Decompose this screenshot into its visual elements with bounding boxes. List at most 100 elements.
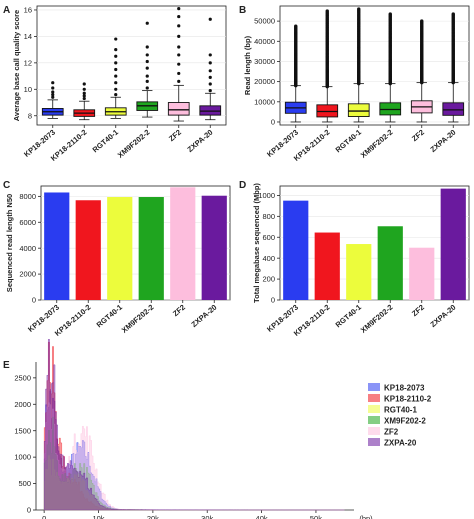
x-tick-label-zxpa-20: ZXPA-20 bbox=[186, 128, 215, 154]
bar-xm9f202-2 bbox=[138, 197, 164, 300]
outlier-point bbox=[208, 17, 212, 21]
outlier-point bbox=[208, 89, 212, 93]
outlier-point bbox=[177, 62, 181, 66]
legend-label-zxpa-20: ZXPA-20 bbox=[384, 439, 417, 448]
outlier-point bbox=[177, 7, 181, 11]
y-tick-label: 200 bbox=[262, 275, 275, 284]
outlier-point bbox=[177, 34, 181, 39]
outlier-point bbox=[51, 81, 55, 85]
outlier-point bbox=[82, 96, 86, 101]
box-body bbox=[347, 103, 370, 117]
outlier-point bbox=[114, 81, 118, 85]
outlier-point bbox=[420, 19, 424, 23]
y-tick-label: 4000 bbox=[19, 244, 36, 253]
outlier-point bbox=[82, 94, 86, 98]
y-tick-label: 10000 bbox=[254, 97, 275, 106]
outlier-point bbox=[114, 54, 118, 58]
box-zxpa-20 bbox=[442, 12, 465, 123]
y-tick-label: 0 bbox=[271, 118, 275, 127]
x-tick-label: 50k bbox=[310, 514, 322, 519]
box-rgt40-1 bbox=[347, 7, 370, 123]
plot-frame-B bbox=[279, 5, 470, 126]
y-tick-label: 20000 bbox=[254, 77, 275, 86]
outlier-point bbox=[145, 86, 149, 90]
y-axis-label: Total megabase sequenced (Mbp) bbox=[252, 183, 261, 303]
outlier-point bbox=[145, 21, 149, 25]
outlier-point bbox=[208, 61, 212, 65]
y-tick-label: 1000 bbox=[258, 191, 275, 200]
plot-frame-D bbox=[279, 185, 470, 301]
box-kp18-2073 bbox=[41, 81, 64, 119]
outlier-point bbox=[145, 74, 149, 78]
outlier-point bbox=[114, 87, 118, 91]
outlier-point bbox=[145, 59, 149, 64]
panel-letter-b: B bbox=[239, 5, 246, 16]
legend-swatch-zf2 bbox=[368, 427, 380, 435]
legend-swatch-xm9f202-2 bbox=[368, 416, 380, 424]
outlier-point bbox=[114, 92, 118, 97]
x-tick-label: 0 bbox=[42, 514, 46, 519]
outlier-point bbox=[451, 12, 455, 16]
plot-frame-C bbox=[40, 185, 231, 301]
panel-e-read-length-histogram: 0 500 1000 1500 2000 2500 0 10k 20k 30k 40k 50k (bp)… bbox=[14, 339, 432, 519]
panel-c-n50-bar-chart: 0 2000 4000 6000 8000 Sequenced read length N… bbox=[5, 185, 231, 338]
outlier-point bbox=[82, 91, 86, 95]
bar-kp18-2110-2 bbox=[75, 200, 101, 300]
outlier-point bbox=[114, 61, 118, 65]
y-tick-label: 2000 bbox=[14, 400, 31, 409]
outlier-point bbox=[51, 86, 55, 90]
x-tick-label: 40k bbox=[256, 514, 268, 519]
x-tick-label-xm9f202-2: XM9F202-2 bbox=[116, 128, 152, 160]
y-tick-label: 500 bbox=[18, 479, 31, 488]
box-kp18-2073 bbox=[284, 24, 307, 123]
x-tick-label-rgt40-1: RGT40-1 bbox=[91, 128, 120, 155]
box-rgt40-1 bbox=[104, 37, 127, 119]
x-tick-label-zf2: ZF2 bbox=[410, 303, 426, 318]
box-body bbox=[442, 102, 465, 116]
outlier-point bbox=[145, 66, 149, 70]
plot-frame-A bbox=[36, 5, 227, 126]
y-tick-label: 14 bbox=[24, 32, 32, 41]
bar-rgt40-1 bbox=[107, 197, 133, 300]
y-axis-label: Sequenced read length N50 bbox=[5, 194, 14, 292]
box-zf2 bbox=[410, 19, 433, 123]
bar-zxpa-20 bbox=[201, 195, 227, 300]
outlier-point bbox=[208, 69, 212, 73]
y-tick-label: 0 bbox=[27, 506, 31, 515]
box-zf2 bbox=[167, 7, 190, 122]
box-body bbox=[199, 105, 222, 116]
y-tick-label: 6000 bbox=[19, 218, 36, 227]
bar-zxpa-20 bbox=[440, 188, 466, 300]
y-tick-label: 0 bbox=[32, 296, 36, 305]
box-kp18-2110-2 bbox=[316, 9, 339, 123]
outlier-point bbox=[145, 45, 149, 49]
x-tick-label-rgt40-1: RGT40-1 bbox=[334, 303, 363, 330]
legend-swatch-rgt40-1 bbox=[368, 405, 380, 413]
bar-kp18-2073 bbox=[283, 200, 309, 300]
outlier-point bbox=[177, 53, 181, 57]
outlier-point bbox=[51, 90, 55, 94]
y-tick-label: 8000 bbox=[19, 192, 36, 201]
y-tick-label: 0 bbox=[271, 296, 275, 305]
box-zxpa-20 bbox=[199, 17, 222, 121]
y-tick-label: 400 bbox=[262, 254, 275, 263]
bar-xm9f202-2 bbox=[377, 226, 403, 300]
panel-letter-c: C bbox=[3, 180, 10, 191]
y-axis-label: Average base call quality score bbox=[12, 10, 21, 121]
bar-zf2 bbox=[409, 247, 435, 300]
bar-kp18-2110-2 bbox=[314, 232, 340, 300]
bar-kp18-2073 bbox=[44, 192, 70, 300]
x-tick-label-zxpa-20: ZXPA-20 bbox=[190, 303, 219, 329]
box-kp18-2110-2 bbox=[73, 82, 96, 121]
y-tick-label: 600 bbox=[262, 233, 275, 242]
legend-swatch-kp18-2073 bbox=[368, 383, 380, 391]
outlier-point bbox=[82, 87, 86, 91]
outlier-point bbox=[51, 95, 55, 99]
x-tick-label-zf2: ZF2 bbox=[171, 303, 187, 318]
legend-label-zf2: ZF2 bbox=[384, 428, 399, 437]
x-tick-label-xm9f202-2: XM9F202-2 bbox=[359, 303, 395, 335]
outlier-point bbox=[177, 24, 181, 28]
y-axis-label: Read length (bp) bbox=[243, 35, 252, 95]
